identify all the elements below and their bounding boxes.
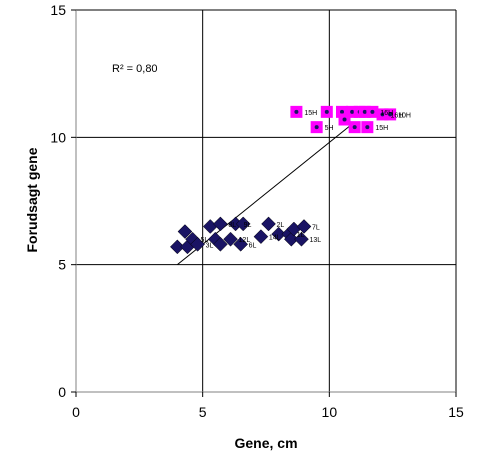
diamond-point-4 [190, 236, 205, 252]
diamond-point-13 [253, 229, 269, 245]
square-point-center-8 [362, 109, 367, 114]
point-label-0-10: 9L [244, 222, 252, 229]
point-label-0-4: 3L [206, 242, 214, 249]
y-tick-label-3: 15 [50, 2, 66, 18]
grid-lines [76, 10, 456, 392]
diamond-point-9 [223, 231, 238, 247]
diamond-point-19 [294, 231, 309, 247]
point-label-0-3: 5L [201, 237, 209, 244]
diamond-point-8 [213, 236, 228, 252]
diamond-point-1 [177, 224, 193, 239]
y-axis-title: Forudsagt gene [24, 147, 40, 252]
diamond-point-7 [213, 216, 228, 232]
x-tick-label-2: 10 [322, 404, 338, 420]
square-point-center-1 [314, 125, 319, 130]
y-tick-label-2: 10 [50, 129, 66, 145]
point-label-1-1: 5H [325, 125, 334, 132]
square-point-center-12 [388, 112, 393, 117]
diamond-point-5 [202, 219, 218, 234]
y-tick-label-1: 5 [58, 257, 66, 273]
point-label-0-13: 14L [269, 235, 281, 242]
diamond-point-12 [235, 216, 251, 232]
square-point-center-2 [324, 109, 329, 114]
x-axis-title: Gene, cm [234, 435, 297, 451]
diamond-point-17 [283, 231, 299, 247]
point-label-0-16: 1L [297, 232, 305, 239]
trendline-group [177, 121, 355, 266]
diamond-point-11 [233, 236, 249, 252]
tick-labels: 0 5 10 15 0 5 10 15 [50, 2, 464, 420]
point-label-0-20: 7L [312, 224, 320, 231]
diamond-point-14 [261, 216, 276, 232]
point-label-1-0: 15H [304, 110, 317, 117]
y-tick-label-0: 0 [58, 384, 66, 400]
point-label-0-9: 12L [239, 237, 251, 244]
plot-frame [71, 9, 457, 397]
point-label-1-10: 16H [380, 110, 393, 117]
square-point-center-5 [350, 109, 355, 114]
data-points [169, 105, 397, 255]
point-label-0-11: 6L [249, 242, 257, 249]
point-label-1-11: 16H [391, 112, 404, 119]
square-point-center-11 [380, 112, 385, 117]
square-point-center-4 [342, 117, 347, 122]
x-tick-label-0: 0 [72, 404, 80, 420]
point-label-1-9: 15H [375, 125, 388, 132]
diamond-point-20 [296, 219, 312, 234]
point-label-0-19: 13L [309, 237, 321, 244]
square-point-center-3 [340, 109, 344, 114]
x-tick-label-3: 15 [448, 404, 464, 420]
trendline [177, 121, 355, 266]
diamond-point-15 [271, 226, 287, 242]
point-label-0-7: 8L [228, 222, 236, 229]
point-label-0-14: 2L [277, 222, 285, 229]
square-point-center-9 [365, 125, 370, 130]
x-tick-label-1: 5 [199, 404, 207, 420]
r-squared-annotation: R² = 0,80 [112, 63, 158, 75]
point-label-1-12: 10H [398, 112, 411, 119]
diamond-point-0 [169, 239, 185, 255]
square-point-center-10 [370, 109, 375, 114]
square-point-center-6 [352, 125, 357, 130]
square-point-center-0 [294, 109, 299, 114]
